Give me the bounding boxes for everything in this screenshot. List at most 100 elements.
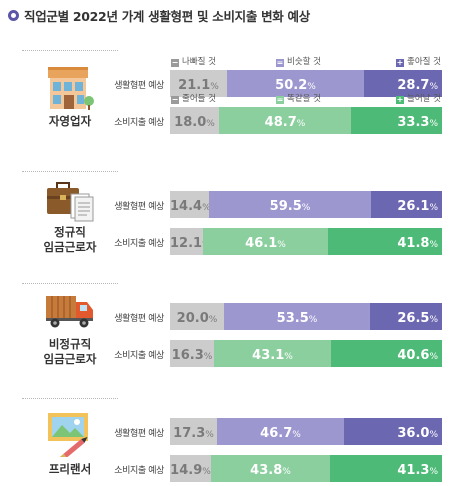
data-label-unit: % (429, 240, 438, 250)
data-label-value: 17.3 (173, 426, 206, 441)
data-label-value: 46.1 (245, 236, 278, 251)
row-label: 생활형편 예상 (114, 202, 164, 212)
data-label-unit: % (429, 352, 438, 362)
data-label-value: 59.5 (269, 199, 302, 214)
group-separator (22, 50, 118, 51)
data-label: 43.1% (214, 340, 331, 367)
chart-title: 직업군별 2022년 가계 생활형편 및 소비지출 변화 예상 (24, 9, 310, 24)
data-label: 26.5% (397, 303, 438, 330)
data-label-unit: % (206, 119, 215, 129)
legend-label: 좋아질 것 (407, 57, 441, 67)
data-label: 14.4% (170, 191, 211, 218)
data-label: 46.1% (203, 228, 328, 255)
group-separator (22, 283, 118, 284)
data-label: 46.7% (217, 418, 344, 445)
occupation-label-line: 자영업자 (48, 114, 92, 128)
bar-segment (211, 455, 330, 482)
bar-segment (370, 303, 442, 330)
data-label: 48.7% (219, 107, 351, 134)
data-label-unit: % (429, 467, 438, 477)
truck-icon (44, 292, 96, 334)
bar-segment (170, 107, 219, 134)
data-label: 40.6% (397, 340, 438, 367)
bar-segment (331, 340, 442, 367)
data-label: 26.1% (397, 191, 438, 218)
data-label-value: 46.7 (260, 426, 293, 441)
row-label: 소비지출 예상 (114, 118, 164, 128)
row-label: 소비지출 예상 (114, 351, 164, 361)
data-label: 28.7% (397, 70, 438, 97)
data-label-unit: % (282, 467, 291, 477)
data-label: 20.0% (170, 303, 224, 330)
occupation-label-line: 프리랜서 (48, 462, 92, 476)
bar-segment (344, 418, 442, 445)
data-label: 41.3% (397, 455, 438, 482)
legend-label: 나빠질 것 (182, 57, 216, 67)
bar-segment (170, 340, 214, 367)
group-separator (22, 398, 118, 399)
title-bullet-icon (8, 10, 19, 21)
row-label: 소비지출 예상 (114, 466, 164, 476)
data-label-unit: % (277, 240, 286, 250)
data-label-unit: % (429, 430, 438, 440)
data-label-unit: % (429, 315, 438, 325)
legend-item-living: − 나빠질 것 (171, 57, 216, 67)
data-label-value: 14.4 (170, 199, 203, 214)
legend-label: 줄어들 것 (182, 94, 216, 104)
data-label: 43.8% (211, 455, 330, 482)
data-label: 59.5% (209, 191, 371, 218)
legend-item-spend: = 똑같을 것 (276, 94, 321, 104)
occupation-label: 프리랜서 (18, 462, 122, 477)
legend-label: 늘어날 것 (407, 94, 441, 104)
bar-segment (219, 107, 351, 134)
data-label-unit: % (429, 82, 438, 92)
occupation-label-line: 정규직 (54, 225, 86, 239)
data-label-value: 41.3 (397, 463, 430, 478)
data-label: 36.0% (397, 418, 438, 445)
data-label-value: 53.5 (276, 311, 309, 326)
data-label-unit: % (308, 315, 318, 325)
data-label: 21.1% (170, 70, 227, 97)
data-label: 41.8% (397, 228, 438, 255)
data-label-value: 33.3 (397, 115, 430, 130)
data-label-unit: % (429, 203, 438, 213)
bar-segment (217, 418, 344, 445)
data-label-unit: % (301, 203, 311, 213)
data-label-unit: % (202, 203, 211, 213)
bar-segment (170, 228, 203, 255)
legend-swatch: + (396, 95, 405, 104)
data-label-value: 41.8 (397, 236, 430, 251)
occupation-label: 정규직 임금근로자 (18, 225, 122, 255)
bar-segment (364, 70, 442, 97)
occupation-label-line: 임금근로자 (43, 352, 97, 366)
legend-swatch: = (276, 95, 284, 104)
row-label: 생활형편 예상 (114, 81, 164, 91)
data-label-unit: % (296, 119, 306, 129)
data-label-unit: % (202, 467, 211, 477)
data-label-value: 26.5 (397, 311, 430, 326)
occupation-label: 자영업자 (18, 114, 122, 129)
data-label: 16.3% (170, 340, 214, 367)
occupation-label: 비정규직 임금근로자 (18, 337, 122, 367)
data-label-value: 43.1 (252, 348, 285, 363)
data-label-unit: % (284, 352, 293, 362)
data-label-unit: % (429, 119, 438, 129)
legend-label: 똑같을 것 (287, 94, 321, 104)
data-label-value: 50.2 (275, 78, 308, 93)
legend-swatch: + (396, 58, 405, 67)
bar-segment (209, 191, 371, 218)
legend-label: 비슷할 것 (287, 57, 321, 67)
title-row: 직업군별 2022년 가계 생활형편 및 소비지출 변화 예상 (8, 6, 310, 25)
data-label-value: 12.1 (170, 236, 203, 251)
legend-item-spend: − 줄어들 것 (171, 94, 216, 104)
data-label: 12.1% (170, 228, 211, 255)
row-label: 소비지출 예상 (114, 239, 164, 249)
bar-segment (330, 455, 442, 482)
data-label-unit: % (210, 82, 219, 92)
data-label-value: 18.0 (174, 115, 207, 130)
bar-segment (224, 303, 370, 330)
legend-item-spend: + 늘어날 것 (396, 94, 441, 104)
data-label-value: 48.7 (264, 115, 297, 130)
bar-segment (170, 70, 227, 97)
data-label: 17.3% (170, 418, 217, 445)
